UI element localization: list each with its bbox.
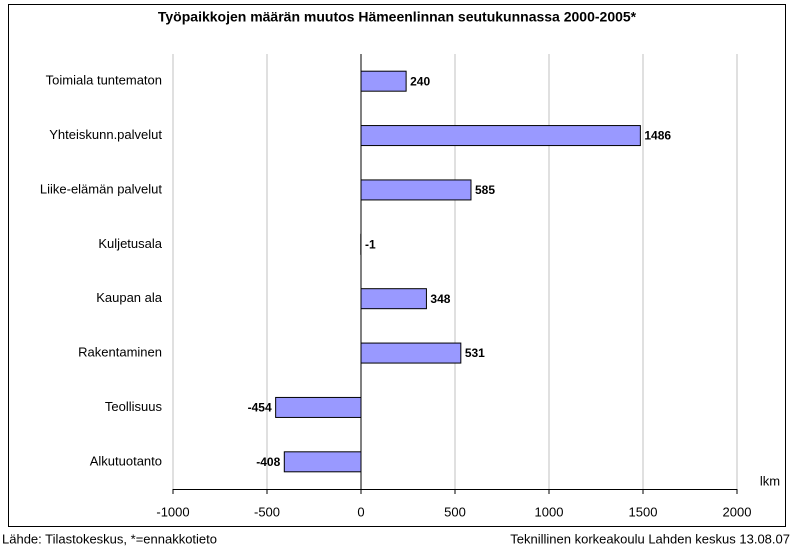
value-label: 1486 [644,129,671,143]
value-label: 585 [475,183,495,197]
credit-note: Teknillinen korkeakoulu Lahden keskus 13… [510,531,790,546]
x-tick-label: 1500 [629,504,658,519]
x-tick-label: -1000 [156,504,189,519]
value-label: -454 [248,401,272,415]
x-tick-label: 0 [357,504,364,519]
value-label: 531 [465,346,485,360]
bar [283,451,362,473]
y-tick-label: Teollisuus [105,399,163,414]
value-label: 348 [430,292,450,306]
y-tick-label: Alkutuotanto [90,453,162,468]
y-tick-label: Yhteiskunn.palvelut [49,127,162,142]
value-label: -1 [365,237,376,251]
value-label: -408 [256,455,280,469]
bar [360,125,641,147]
bar [275,396,362,418]
x-tick-label: -500 [254,504,280,519]
bar [360,342,462,364]
source-note: Lähde: Tilastokeskus, *=ennakkotieto [2,531,217,546]
x-tick-label: 1000 [535,504,564,519]
bar [360,70,407,92]
y-tick-label: Rakentaminen [78,345,162,360]
x-tick-label: 2000 [723,504,752,519]
y-tick-label: Toimiala tuntematon [46,73,162,88]
y-tick-label: Kaupan ala [96,290,163,305]
bar [360,288,427,310]
bar [360,179,472,201]
x-tick-label: 500 [444,504,466,519]
value-label: 240 [410,74,430,88]
x-axis-label: lkm [760,473,780,488]
y-tick-label: Liike-elämän palvelut [40,181,163,196]
chart-title: Työpaikkojen määrän muutos Hämeenlinnan … [158,9,637,25]
y-tick-label: Kuljetusala [98,236,162,251]
